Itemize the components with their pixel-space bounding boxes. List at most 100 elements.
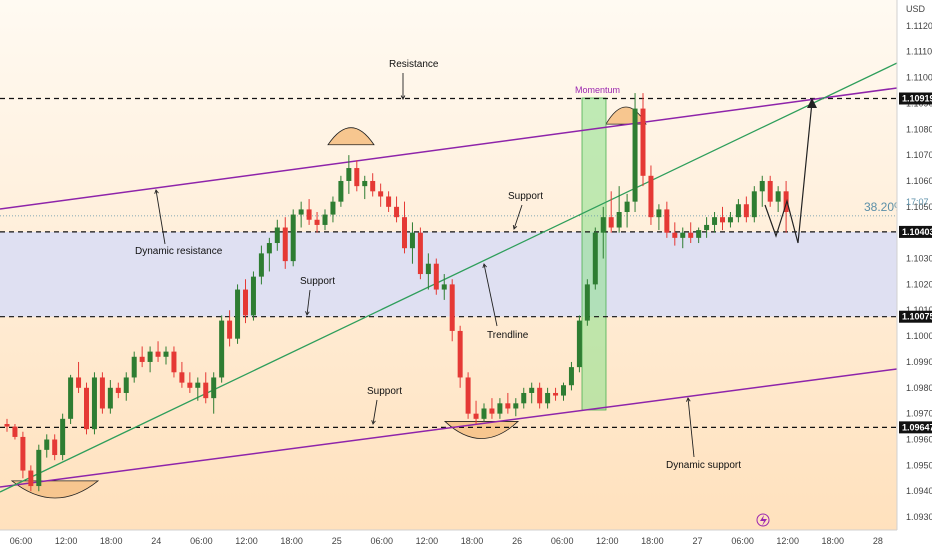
candle	[720, 206, 725, 231]
candle-body	[322, 214, 328, 225]
candle-body	[4, 424, 10, 427]
label-support-mid: Support	[300, 276, 335, 287]
candle	[656, 204, 662, 231]
candle	[608, 191, 614, 233]
candle	[521, 387, 527, 409]
y-tick-label: 1.10500	[906, 202, 932, 212]
candle-body	[163, 351, 169, 357]
candle	[465, 372, 471, 419]
candle	[274, 219, 280, 251]
candle-body	[314, 219, 320, 225]
candle	[203, 372, 209, 404]
arc-low-left	[10, 480, 100, 499]
x-tick-label: 06:00	[10, 536, 33, 546]
candle	[775, 186, 781, 212]
candle-body	[513, 403, 519, 409]
price-tag-label: 1.10403	[902, 227, 932, 237]
candle-body	[545, 392, 551, 404]
candle	[704, 217, 710, 238]
lightning-icon[interactable]	[756, 513, 770, 527]
candle	[76, 361, 82, 393]
candle	[36, 444, 42, 492]
candle-body	[648, 175, 654, 218]
candle	[600, 206, 606, 259]
candle-body	[346, 168, 352, 181]
candle	[616, 186, 622, 233]
candle	[4, 418, 10, 432]
label-momentum: Momentum	[575, 85, 620, 95]
candle	[211, 372, 217, 414]
price-tag-0	[899, 92, 932, 105]
candle	[624, 193, 630, 228]
label-support-lower-arrow	[372, 399, 378, 425]
y-tick-label: 1.09600	[906, 435, 932, 445]
y-tick-label: 1.11200	[906, 21, 932, 31]
candle-body	[433, 263, 439, 290]
dynamic-support-line	[0, 368, 898, 488]
candle	[306, 199, 312, 225]
y-tick-label: 1.09500	[906, 460, 932, 470]
candle-body	[624, 201, 630, 212]
label-support-lower: Support	[367, 386, 402, 397]
candle-body	[712, 217, 718, 225]
candle-body	[203, 382, 209, 399]
x-tick-label: 06:00	[371, 536, 394, 546]
candle-body	[465, 377, 471, 414]
label-resistance-arrow-head	[400, 95, 406, 100]
candle	[338, 175, 344, 207]
y-tick-label: 1.11000	[906, 73, 932, 83]
candle	[553, 387, 559, 401]
candle-body	[505, 403, 511, 409]
candle-body	[211, 377, 217, 399]
x-axis-panel	[0, 530, 932, 550]
candle	[290, 209, 296, 267]
candle-body	[219, 320, 225, 378]
label-dynamic-support: Dynamic support	[666, 460, 741, 471]
label-support-upper-arrow-head	[512, 224, 518, 230]
candle-body	[767, 180, 773, 202]
label-resistance: Resistance	[389, 59, 439, 70]
x-tick-label: 12:00	[416, 536, 439, 546]
projection-path	[764, 101, 813, 244]
y-tick-label: 1.10000	[906, 331, 932, 341]
candle	[68, 374, 74, 424]
y-tick-label: 1.10200	[906, 279, 932, 289]
candle-body	[386, 196, 392, 207]
candle	[354, 160, 360, 192]
y-tick-label: 1.10100	[906, 305, 932, 315]
candle	[147, 346, 153, 373]
candle-body	[290, 214, 296, 262]
candle-body	[338, 180, 344, 202]
x-tick-label: 26	[512, 536, 522, 546]
candle	[84, 382, 89, 435]
label-dynamic-support-arrow-head	[686, 397, 691, 402]
price-tag-label: 1.10075	[902, 312, 932, 322]
candle-body	[417, 232, 423, 275]
y-tick-label: 1.10600	[906, 176, 932, 186]
candle	[505, 392, 511, 414]
label-support-mid-arrow-head	[305, 311, 310, 316]
label-dynamic-support-arrow	[687, 397, 695, 458]
label-trendline-arrow	[483, 263, 498, 327]
candle	[473, 400, 479, 424]
x-tick-label: 18:00	[461, 536, 484, 546]
candle	[60, 413, 66, 461]
label-dynamic-resistance-arrow-head	[154, 189, 159, 194]
candle	[545, 387, 551, 409]
candle-body	[362, 180, 368, 187]
candle-body	[537, 387, 543, 404]
candle	[195, 377, 201, 401]
y-tick-label: 1.10800	[906, 124, 932, 134]
candle	[346, 155, 352, 194]
candle-body	[704, 224, 710, 231]
label-support-upper: Support	[508, 191, 543, 202]
candle-body	[441, 284, 447, 290]
projection-arrowhead	[807, 98, 817, 108]
price-tag-1	[899, 225, 932, 238]
candle	[282, 217, 288, 269]
x-tick-label: 18:00	[822, 536, 845, 546]
label-trendline: Trendline	[487, 330, 529, 341]
candle	[314, 212, 320, 233]
candle-body	[52, 439, 58, 456]
candle-body	[107, 387, 113, 409]
